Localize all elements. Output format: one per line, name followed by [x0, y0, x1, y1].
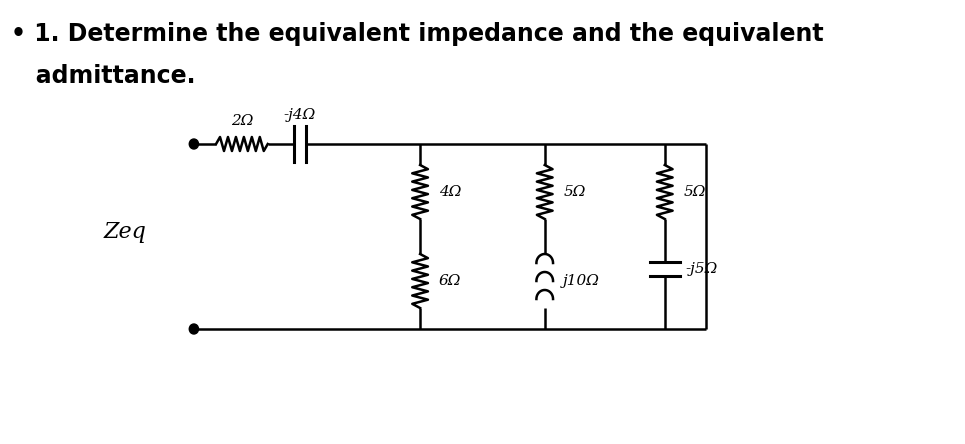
Circle shape — [189, 139, 199, 149]
Text: Zeq: Zeq — [103, 221, 146, 242]
Text: -j4Ω: -j4Ω — [284, 108, 317, 122]
Text: j10Ω: j10Ω — [564, 274, 600, 288]
Text: -j5Ω: -j5Ω — [685, 262, 717, 276]
Text: 4Ω: 4Ω — [438, 185, 461, 199]
Text: 6Ω: 6Ω — [438, 274, 461, 288]
Circle shape — [189, 324, 199, 334]
Text: • 1. Determine the equivalent impedance and the equivalent: • 1. Determine the equivalent impedance … — [11, 22, 824, 46]
Text: 2Ω: 2Ω — [231, 114, 253, 128]
Text: 5Ω: 5Ω — [683, 185, 705, 199]
Text: admittance.: admittance. — [11, 64, 196, 88]
Text: 5Ω: 5Ω — [564, 185, 586, 199]
